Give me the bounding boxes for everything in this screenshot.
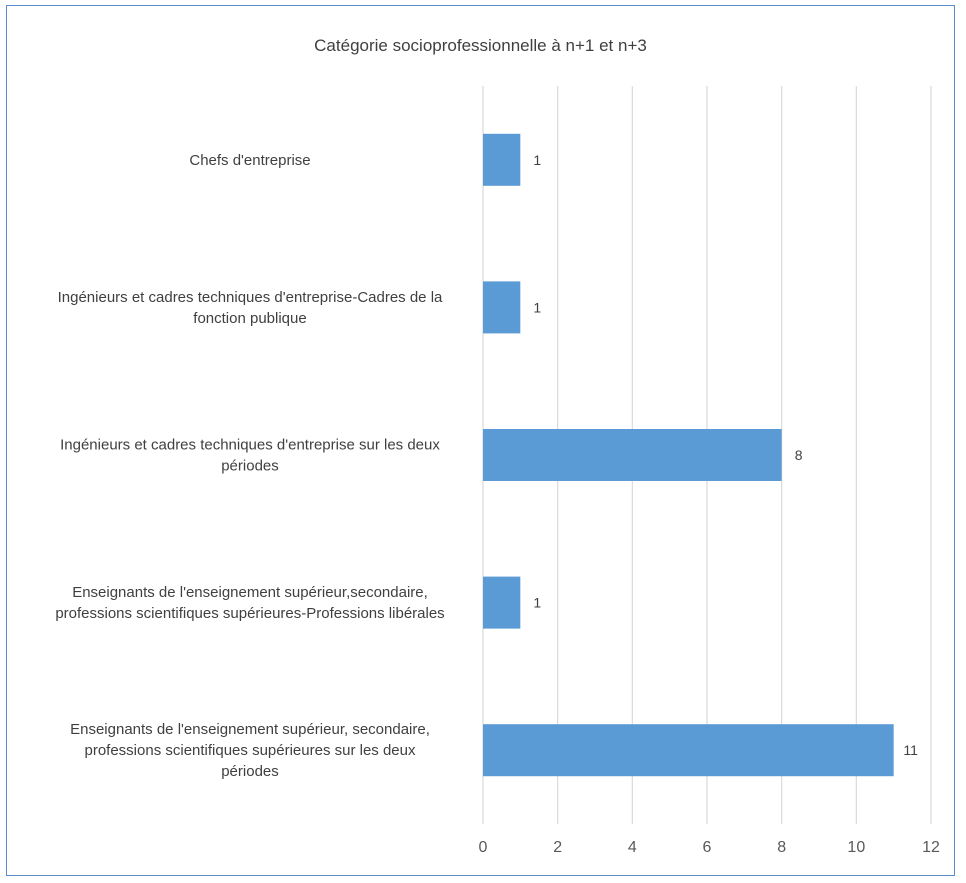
category-label-4-line-1: professions scientifiques supérieures su… [84,742,416,759]
bar-0 [483,133,521,186]
bar-1 [483,281,521,334]
x-tick-label-2: 4 [628,839,637,856]
category-label-3-line-0: Enseignants de l'enseignement supérieur,… [72,584,428,601]
data-label-1: 1 [533,299,541,315]
x-tick-label-3: 6 [703,839,712,856]
chart-frame: Catégorie socioprofessionnelle à n+1 et … [6,5,955,876]
category-label-4-line-0: Enseignants de l'enseignement supérieur,… [70,721,430,738]
category-label-1-line-0: Ingénieurs et cadres techniques d'entrep… [58,289,443,306]
chart-title: Catégorie socioprofessionnelle à n+1 et … [314,36,647,55]
bar-4 [483,724,894,777]
data-label-4: 11 [903,742,918,758]
category-label-1-line-1: fonction publique [193,310,306,327]
category-label-4-line-2: périodes [221,763,279,780]
x-tick-label-4: 8 [777,839,786,856]
x-tick-label-5: 10 [847,839,865,856]
category-label-0-line-0: Chefs d'entreprise [189,152,310,169]
chart-plot: 0 2 4 6 8 10 12 1 Chefs d'entreprise 1 Ingénieurs … [55,86,940,856]
category-label-3-line-1: professions scientifiques supérieures-Pr… [55,605,444,622]
x-tick-label-1: 2 [553,839,562,856]
data-label-0: 1 [533,152,541,168]
data-label-3: 1 [533,595,541,611]
category-label-2-line-1: périodes [221,458,279,475]
category-label-2-line-0: Ingénieurs et cadres techniques d'entrep… [60,437,440,454]
data-label-2: 8 [795,447,803,463]
bar-2 [483,429,782,481]
bar-3 [483,576,521,629]
x-tick-label-6: 12 [922,839,940,856]
x-tick-label-0: 0 [479,839,488,856]
